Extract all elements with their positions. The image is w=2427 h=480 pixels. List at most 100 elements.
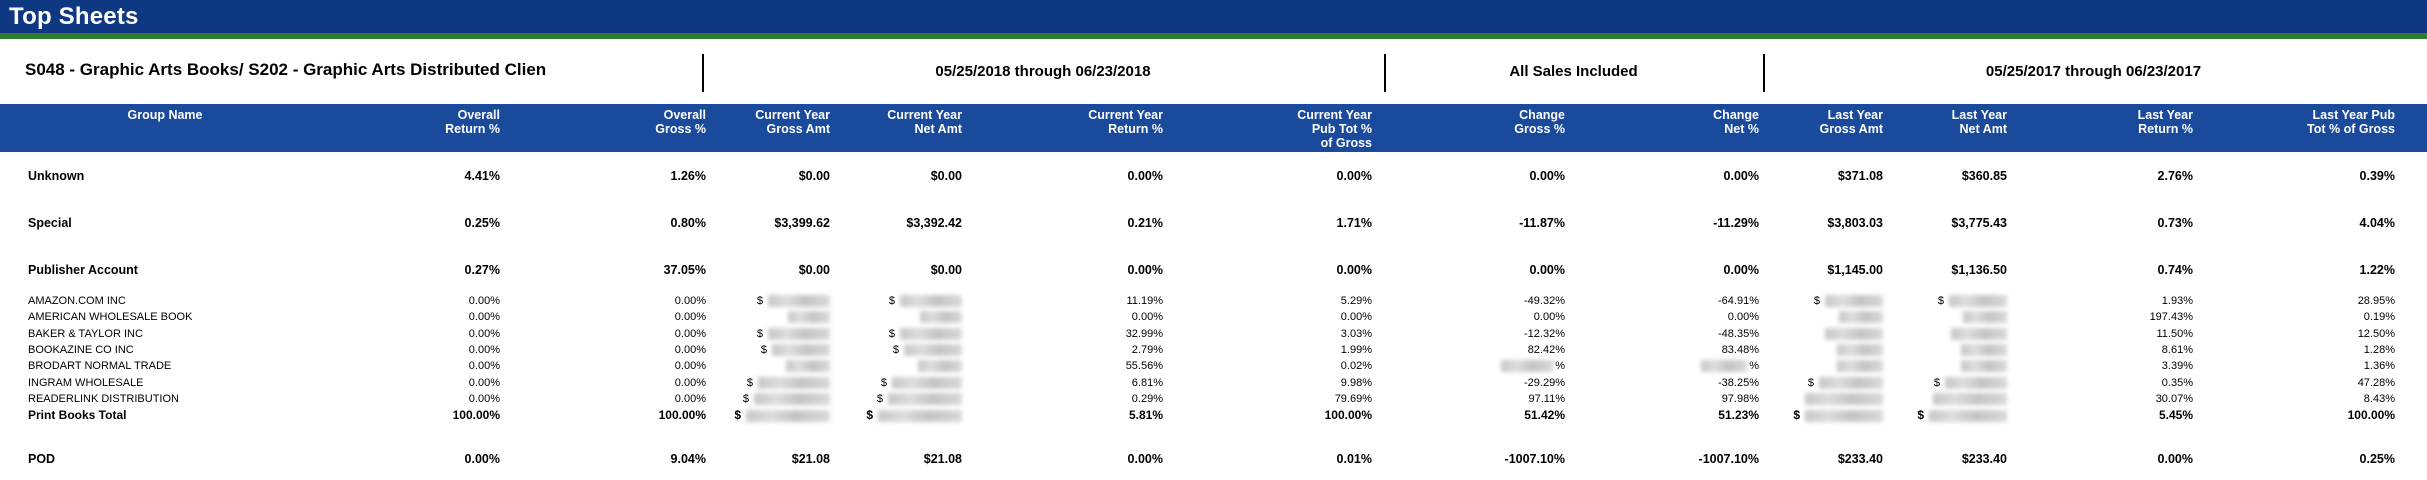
cell-overall-gross-pct: 0.00%	[674, 344, 706, 357]
cell-current-year-net-amt: $0.00	[930, 168, 962, 183]
cell-overall-gross-pct: 100.00%	[658, 408, 706, 423]
cell-change-net-pct: 83.48%	[1721, 344, 1759, 357]
cell-last-year-gross-amt: $371.08	[1837, 168, 1883, 183]
cell-current-year-net-amt: $	[830, 295, 962, 308]
cell-change-gross-pct: -12.32%	[1524, 327, 1565, 340]
redacted-value	[918, 360, 962, 373]
page-title: Top Sheets	[9, 2, 139, 30]
cell-current-year-return-pct: 32.99%	[1125, 327, 1163, 340]
cell-current-year-gross-amt: $	[706, 377, 830, 389]
currency-symbol: $	[1807, 376, 1814, 389]
table-body: Unknown 4.41% 1.26% $0.00 $0.00 0.00% 0.00% 0.0…	[0, 152, 2427, 469]
cell-last-year-return-pct: 30.07%	[2155, 392, 2193, 405]
cell-current-year-gross-amt: $3,399.62	[774, 215, 830, 230]
redacted-value	[1961, 360, 2007, 373]
cell-overall-return-pct: 0.27%	[464, 262, 500, 277]
column-header-last-year-net-amt: Last Year Net Amt	[1951, 108, 2007, 136]
cell-current-year-gross-amt: $0.00	[798, 168, 830, 183]
cell-change-net-pct: -38.25%	[1718, 376, 1759, 389]
cell-overall-gross-pct: 0.00%	[674, 376, 706, 389]
cell-current-year-return-pct: 0.00%	[1127, 262, 1163, 277]
cell-current-year-gross-amt: $	[706, 295, 830, 308]
redacted-value	[1933, 392, 2007, 405]
redacted-value	[1701, 360, 1748, 373]
cell-last-year-pub-tot-pct-of-gross: 0.25%	[2359, 452, 2395, 467]
cell-last-year-pub-tot-pct-of-gross: 100.00%	[2347, 408, 2395, 423]
cell-change-net-pct: 0.00%	[1727, 311, 1759, 324]
redacted-value	[768, 295, 830, 308]
cell-change-net-pct: -48.35%	[1718, 327, 1759, 340]
cell-current-year-pub-tot-pct-of-gross: 0.00%	[1336, 262, 1372, 277]
cell-change-gross-pct: -49.32%	[1524, 295, 1565, 308]
cell-group-name: BAKER & TAYLOR INC	[28, 327, 143, 340]
currency-symbol: $	[760, 343, 767, 356]
cell-current-year-gross-amt: $	[706, 328, 830, 340]
currency-symbol: $	[1813, 295, 1820, 308]
cell-current-year-net-amt: $3,392.42	[906, 215, 962, 230]
cell-last-year-pub-tot-pct-of-gross: 12.50%	[2357, 327, 2395, 340]
cell-change-gross-pct: -11.87%	[1519, 215, 1565, 230]
table-row: POD 0.00% 9.04% $21.08 $21.08 0.00% 0.01% -1007…	[0, 449, 2427, 469]
cell-overall-gross-pct: 0.00%	[674, 311, 706, 324]
table-row: Print Books Total 100.00% 100.00% $ $5.81% 10…	[0, 407, 2427, 423]
cell-group-name: Print Books Total	[28, 408, 127, 423]
column-header-current-year-gross-amt: Current Year Gross Amt	[755, 108, 830, 136]
cell-current-year-return-pct: 0.21%	[1127, 215, 1163, 230]
cell-current-year-return-pct: 0.00%	[1127, 168, 1163, 183]
sales-filter-label: All Sales Included	[1509, 63, 1638, 80]
cell-change-net-pct: 97.98%	[1721, 392, 1759, 405]
cell-overall-return-pct: 4.41%	[464, 168, 500, 183]
cell-current-year-net-amt: $	[830, 408, 962, 422]
cell-current-year-pub-tot-pct-of-gross: 5.29%	[1340, 295, 1372, 308]
cell-last-year-pub-tot-pct-of-gross: 0.39%	[2359, 168, 2395, 183]
cell-group-name: Special	[28, 215, 72, 230]
cell-current-year-gross-amt: $21.08	[791, 452, 830, 467]
redacted-value	[904, 344, 962, 357]
redacted-value	[754, 392, 830, 405]
cell-change-net-pct: -64.91%	[1718, 295, 1759, 308]
currency-symbol: $	[880, 376, 887, 389]
table-row: AMAZON.COM INC 0.00% 0.00% $ $11.19% 5.29% -49…	[0, 293, 2427, 309]
cell-last-year-return-pct: 0.74%	[2157, 262, 2193, 277]
cell-current-year-gross-amt: $0.00	[798, 262, 830, 277]
cell-current-year-pub-tot-pct-of-gross: 0.00%	[1340, 311, 1372, 324]
table-row: BAKER & TAYLOR INC 0.00% 0.00% $ $32.99% 3.03…	[0, 326, 2427, 342]
table-row: Unknown 4.41% 1.26% $0.00 $0.00 0.00% 0.00% 0.0…	[0, 152, 2427, 199]
cell-last-year-gross-amt	[1759, 344, 1883, 357]
currency-symbol: $	[742, 392, 749, 405]
redacted-value	[1839, 311, 1883, 324]
redacted-value	[1963, 311, 2007, 324]
percent-suffix: %	[1555, 360, 1565, 373]
cell-current-year-return-pct: 0.29%	[1131, 392, 1163, 405]
cell-current-year-pub-tot-pct-of-gross: 79.69%	[1334, 392, 1372, 405]
table-row: READERLINK DISTRIBUTION 0.00% 0.00% $ $0.29%…	[0, 391, 2427, 407]
cell-current-year-return-pct: 55.56%	[1125, 360, 1163, 373]
cell-overall-return-pct: 0.00%	[468, 327, 500, 340]
cell-last-year-net-amt: $	[1883, 295, 2007, 308]
cell-last-year-return-pct: 0.00%	[2157, 452, 2193, 467]
cell-last-year-return-pct: 1.93%	[2161, 295, 2193, 308]
cell-group-name: POD	[28, 452, 56, 467]
cell-group-name: READERLINK DISTRIBUTION	[28, 392, 179, 405]
cell-last-year-pub-tot-pct-of-gross: 1.36%	[2363, 360, 2395, 373]
cell-last-year-pub-tot-pct-of-gross: 4.04%	[2359, 215, 2395, 230]
redacted-value	[888, 392, 962, 405]
column-header-last-year-return-pct: Last Year Return %	[2137, 108, 2193, 136]
cell-last-year-return-pct: 0.35%	[2161, 376, 2193, 389]
cell-overall-return-pct: 0.00%	[468, 344, 500, 357]
currency-symbol: $	[888, 295, 895, 308]
cell-change-gross-pct: %	[1372, 360, 1565, 373]
cell-overall-return-pct: 0.00%	[464, 452, 500, 467]
cell-last-year-gross-amt: $3,803.03	[1827, 215, 1883, 230]
cell-last-year-return-pct: 197.43%	[2149, 311, 2193, 324]
cell-last-year-return-pct: 2.76%	[2157, 168, 2193, 183]
cell-last-year-gross-amt	[1759, 327, 1883, 340]
column-header-change-gross-pct: Change Gross %	[1514, 108, 1565, 136]
cell-current-year-pub-tot-pct-of-gross: 9.98%	[1340, 376, 1372, 389]
column-header-group-name: Group Name	[127, 108, 203, 122]
cell-last-year-net-amt	[1883, 311, 2007, 324]
cell-change-net-pct: 51.23%	[1718, 408, 1759, 423]
redacted-value	[1501, 360, 1554, 373]
cell-last-year-net-amt	[1883, 344, 2007, 357]
cell-change-gross-pct: 0.00%	[1529, 168, 1565, 183]
